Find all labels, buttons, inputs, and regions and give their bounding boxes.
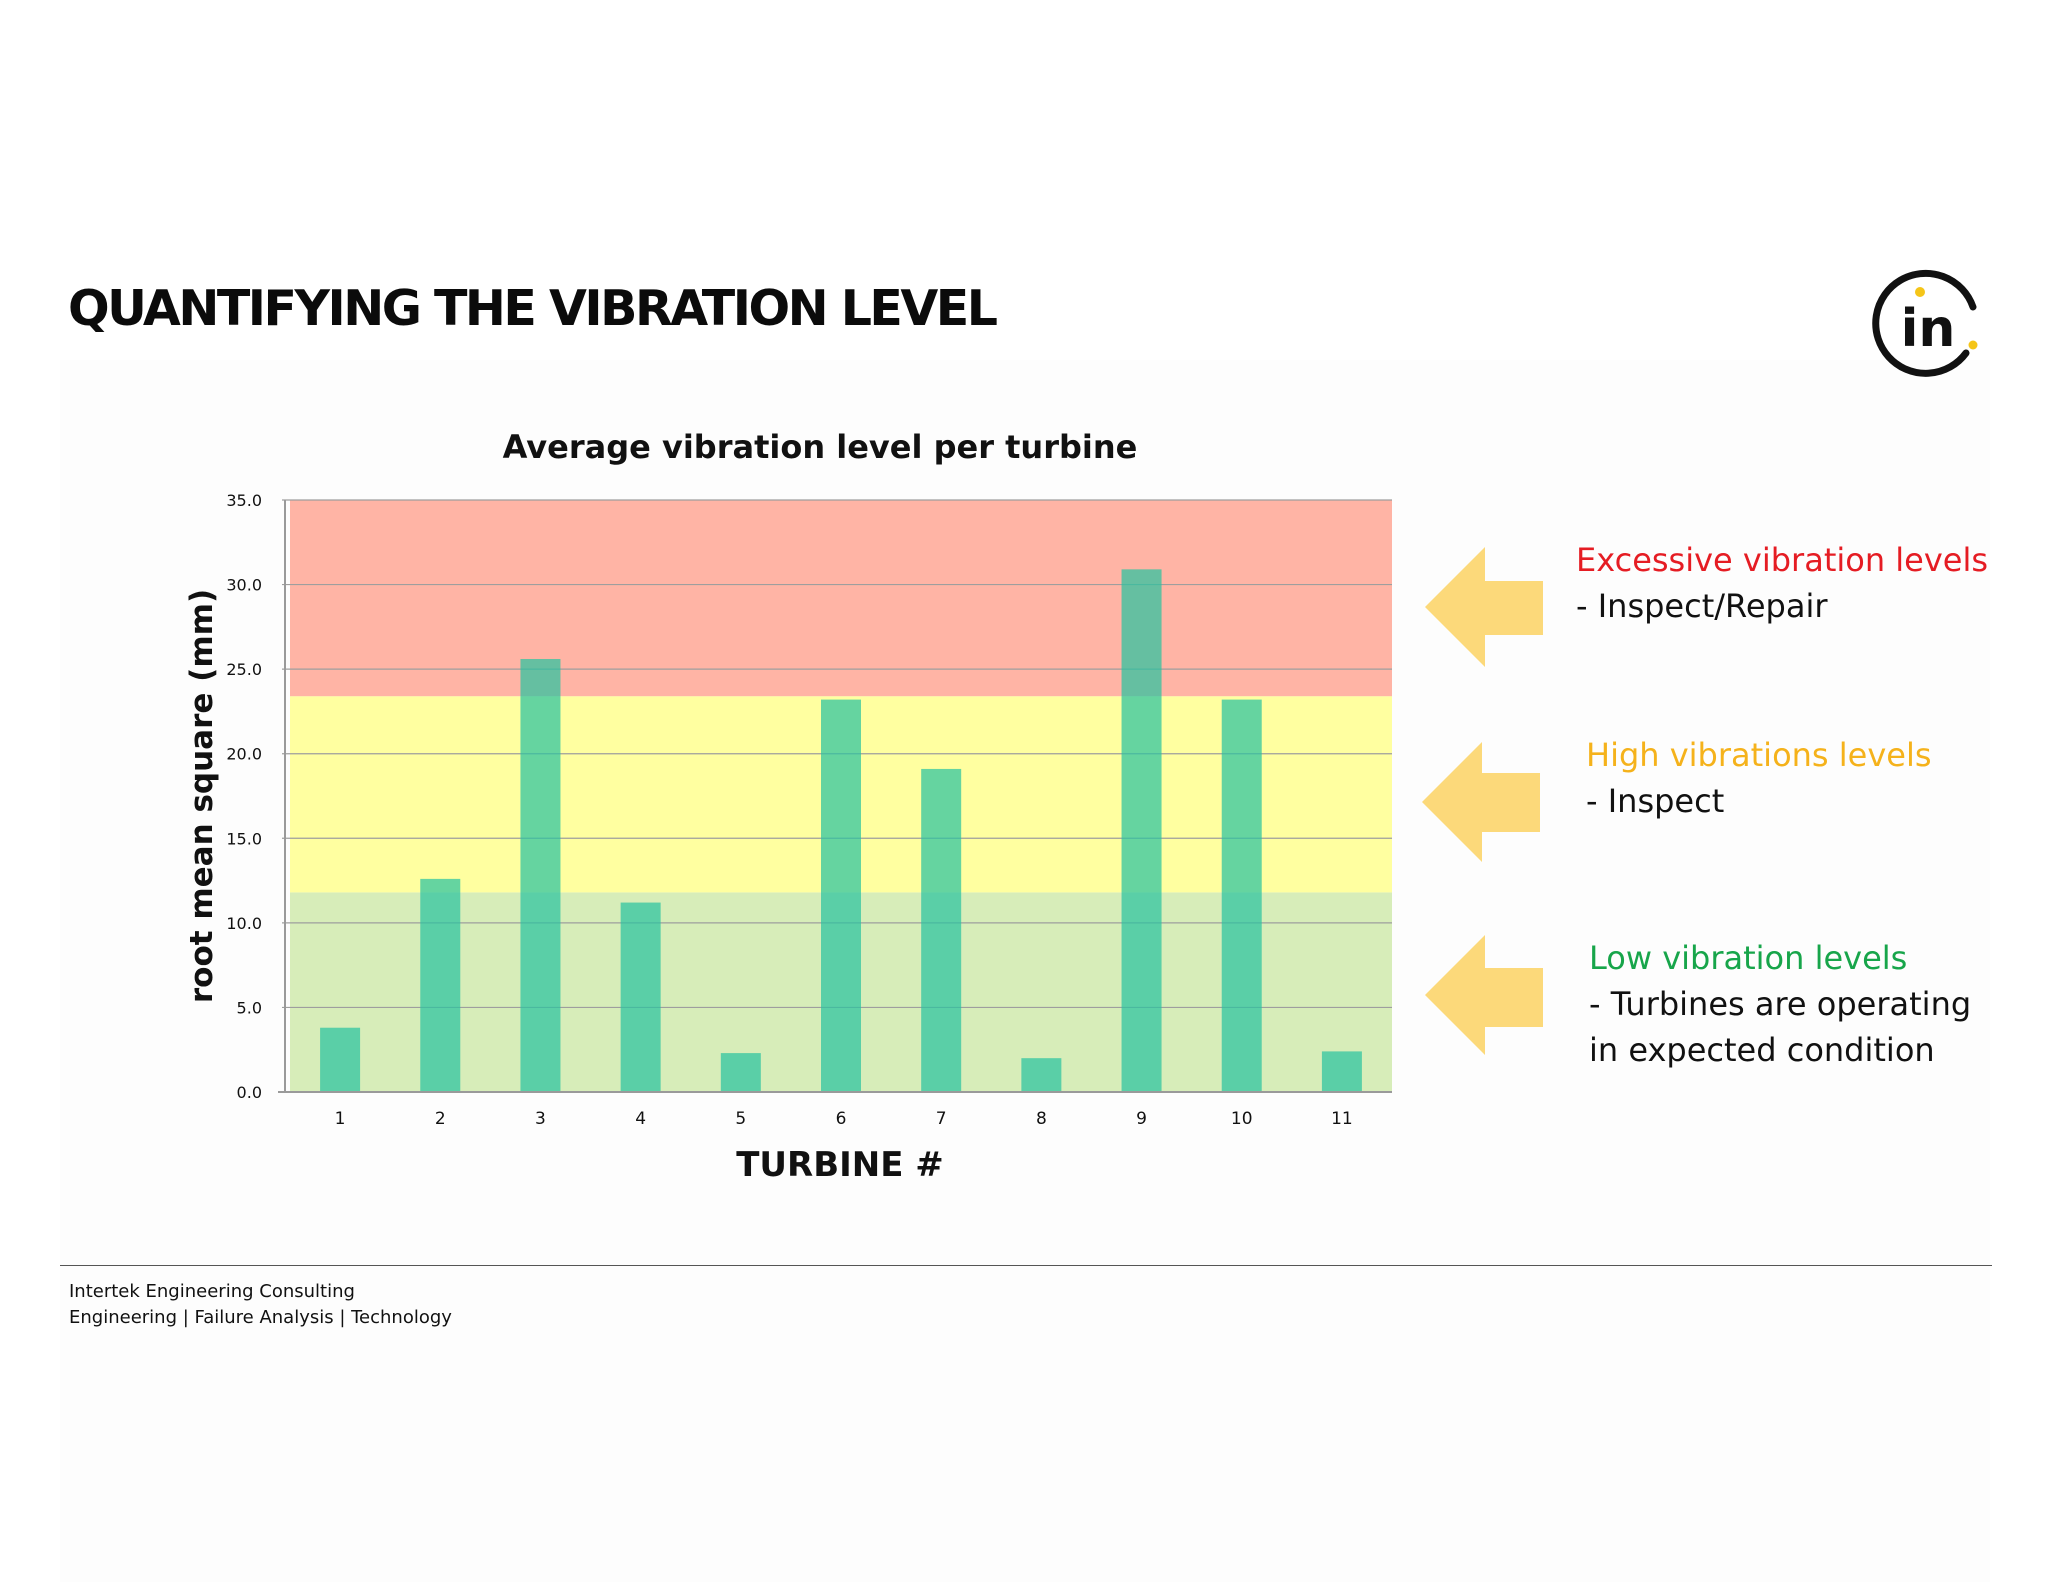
low-callout-desc-line2: in expected condition	[1589, 1031, 1935, 1069]
y-tick-label: 15.0	[226, 829, 262, 848]
bar-turbine-10	[1221, 699, 1262, 1092]
y-tick-label: 20.0	[226, 745, 262, 764]
high-arrow-icon	[1422, 742, 1540, 862]
bar-turbine-7	[921, 768, 962, 1092]
high-callout-title: High vibrations levels	[1586, 736, 1932, 774]
x-tick-labels: 1 2 3 4 5 6 7 8 9 10 11	[335, 1109, 1353, 1129]
excessive-arrow-icon	[1425, 547, 1543, 667]
x-tick-label: 4	[635, 1109, 646, 1129]
y-tick-labels: 0.0 5.0 10.0 15.0 20.0 25.0 30.0 35.0	[226, 491, 262, 1102]
bar-turbine-9	[1121, 569, 1162, 1092]
x-tick-label: 1	[335, 1109, 346, 1129]
x-tick-label: 10	[1231, 1109, 1253, 1129]
y-tick-label: 10.0	[226, 914, 262, 933]
bars	[320, 569, 1362, 1092]
x-tick-label: 6	[836, 1109, 847, 1129]
bar-turbine-1	[320, 1027, 361, 1092]
y-axis-label: root mean square (mm)	[184, 589, 220, 1003]
low-arrow-shape	[1425, 935, 1543, 1055]
y-tick-label: 0.0	[237, 1083, 262, 1102]
x-tick-label: 2	[435, 1109, 446, 1129]
bar-turbine-11	[1321, 1051, 1362, 1092]
y-tick-label: 30.0	[226, 576, 262, 595]
bar-turbine-8	[1021, 1058, 1062, 1092]
y-tick-label: 35.0	[226, 491, 262, 510]
excessive-callout: Excessive vibration levels - Inspect/Rep…	[1576, 537, 1988, 629]
y-tick-label: 5.0	[237, 998, 262, 1017]
bar-turbine-6	[821, 699, 861, 1092]
high-arrow-shape	[1422, 742, 1540, 862]
x-axis-label: TURBINE #	[736, 1145, 944, 1185]
high-callout: High vibrations levels - Inspect	[1586, 732, 1932, 824]
footer: Intertek Engineering Consulting Engineer…	[69, 1279, 452, 1331]
x-tick-label: 9	[1136, 1109, 1147, 1129]
footer-services: Engineering | Failure Analysis | Technol…	[69, 1307, 452, 1328]
bar-turbine-4	[620, 902, 661, 1092]
bar-turbine-5	[720, 1053, 761, 1092]
x-tick-label: 8	[1036, 1109, 1047, 1129]
logo-dot-top	[1915, 287, 1925, 297]
axes	[278, 500, 1392, 1093]
x-tick-label: 7	[936, 1109, 947, 1129]
x-tick-label: 5	[735, 1109, 746, 1129]
logo-text: in	[1901, 299, 1956, 359]
low-arrow-icon	[1425, 935, 1543, 1055]
high-callout-desc: - Inspect	[1586, 782, 1725, 820]
low-callout-desc-line1: - Turbines are operating	[1589, 985, 1972, 1023]
low-callout: Low vibration levels - Turbines are oper…	[1589, 935, 1971, 1073]
bar-turbine-3	[520, 658, 561, 1092]
excessive-arrow-shape	[1425, 547, 1543, 667]
chart-title: Average vibration level per turbine	[503, 428, 1138, 466]
x-tick-label: 3	[535, 1109, 546, 1129]
x-tick-label: 11	[1331, 1109, 1353, 1129]
zone-band-3	[290, 500, 1392, 697]
footer-company: Intertek Engineering Consulting	[69, 1281, 355, 1302]
y-tick-label: 25.0	[226, 660, 262, 679]
intertek-logo-icon: in	[1872, 269, 1978, 377]
footer-divider	[60, 1265, 1992, 1266]
low-callout-title: Low vibration levels	[1589, 939, 1908, 977]
excessive-callout-desc: - Inspect/Repair	[1576, 587, 1828, 625]
vibration-bar-chart: Average vibration level per turbine 0.0 5…	[184, 428, 1392, 1185]
slide-title: QUANTIFYING THE VIBRATION LEVEL	[68, 280, 998, 337]
excessive-callout-title: Excessive vibration levels	[1576, 541, 1989, 579]
logo-ring	[1872, 269, 1977, 377]
logo-dot-ring	[1968, 340, 1978, 350]
bar-turbine-2	[420, 878, 461, 1092]
